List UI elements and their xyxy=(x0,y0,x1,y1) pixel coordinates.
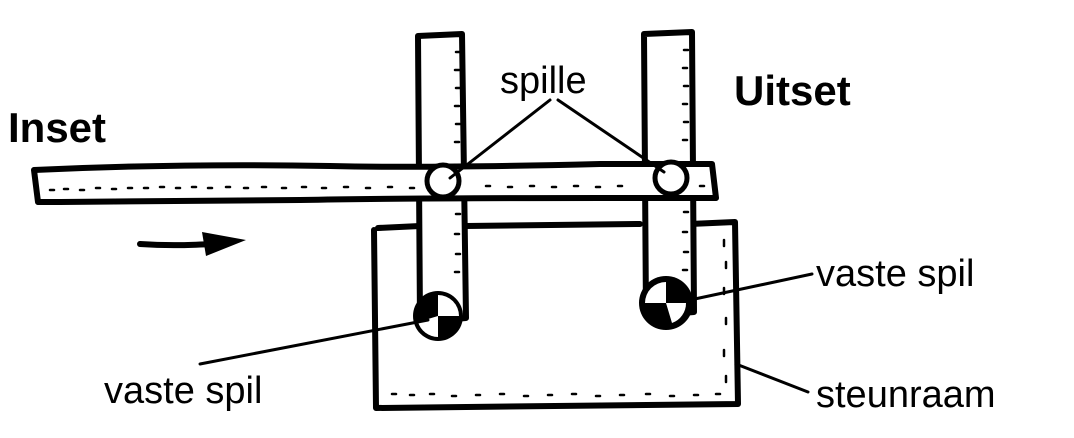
right-moving-pivot xyxy=(652,159,690,197)
leader-steunraam xyxy=(734,362,810,394)
spille-label: spille xyxy=(500,60,587,102)
horizontal-bar xyxy=(31,161,719,205)
leader-vaste-spil-right xyxy=(688,272,814,302)
steunraam-label: steunraam xyxy=(816,374,996,416)
left-fixed-pivot xyxy=(413,291,463,341)
inset-label: Inset xyxy=(8,104,106,151)
leader-spille-left xyxy=(448,98,552,180)
vaste-spil-left-label: vaste spil xyxy=(104,370,262,412)
input-direction-arrow xyxy=(137,232,246,256)
left-moving-pivot xyxy=(424,162,462,200)
leader-spille-right xyxy=(556,98,666,174)
uitset-label: Uitset xyxy=(734,67,851,114)
right-fixed-pivot xyxy=(639,276,693,330)
leader-vaste-spil-left xyxy=(198,318,430,366)
vaste-spil-right-label: vaste spil xyxy=(816,253,974,295)
